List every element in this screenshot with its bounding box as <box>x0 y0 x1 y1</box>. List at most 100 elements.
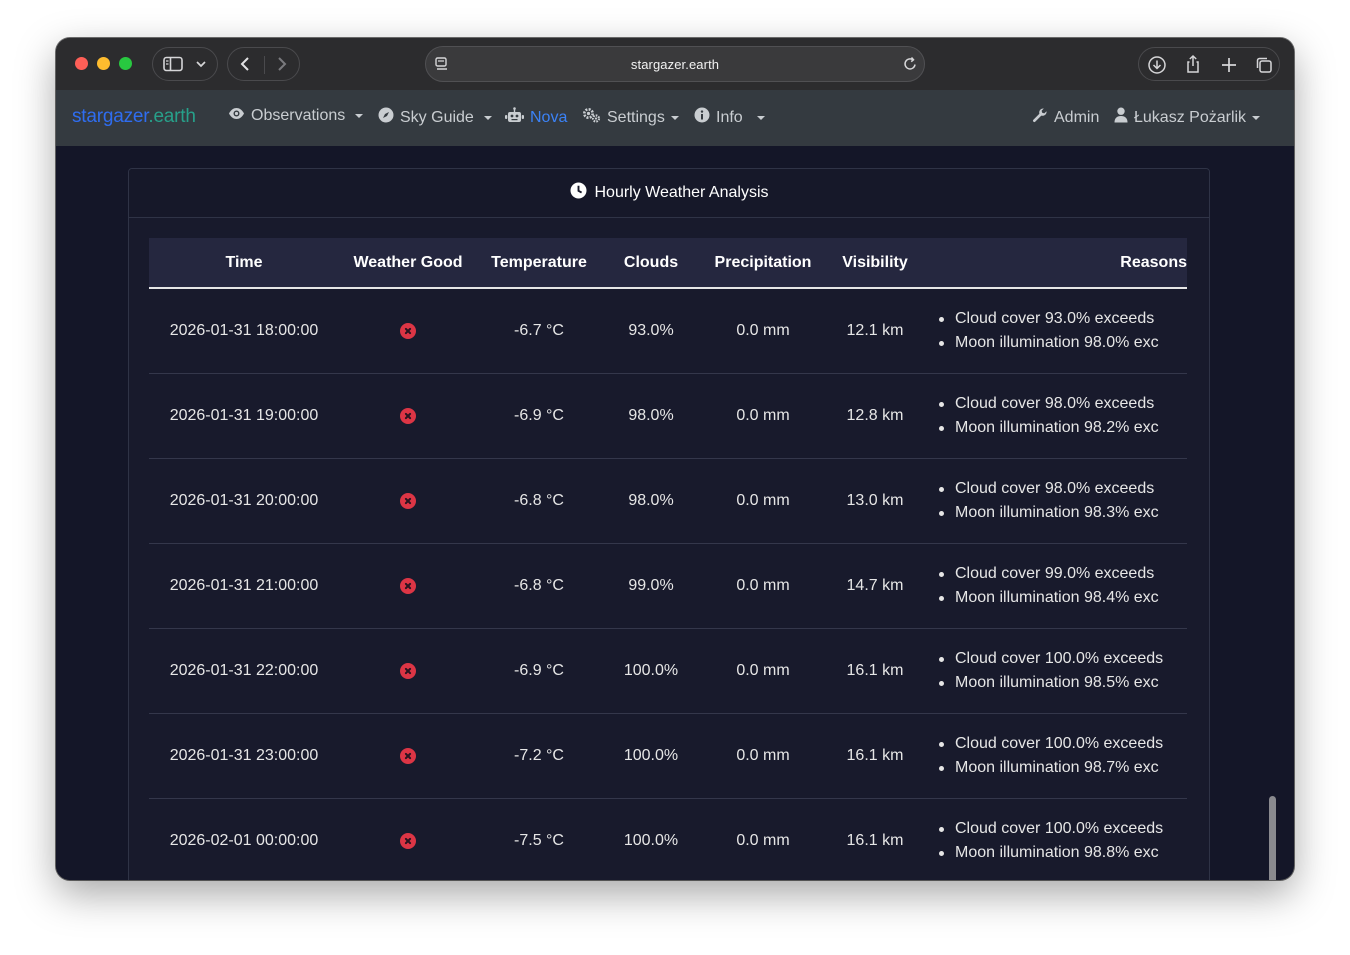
reason-item: Cloud cover 93.0% exceeds <box>939 307 1187 331</box>
reason-item: Moon illumination 98.3% exc <box>939 501 1187 525</box>
nav-info[interactable]: Info <box>694 107 765 128</box>
chevron-down-icon[interactable] <box>195 58 207 70</box>
cell-time: 2026-01-31 19:00:00 <box>149 373 339 459</box>
cell-precipitation: 0.0 mm <box>701 713 825 799</box>
times-circle-icon <box>400 407 416 424</box>
nav-sky-guide-label: Sky Guide <box>400 108 474 126</box>
nav-observations-label: Observations <box>251 107 346 124</box>
sidebar-toggle-group[interactable] <box>152 47 218 81</box>
page-settings-icon[interactable] <box>434 56 450 72</box>
nav-user-label: Łukasz Pożarlik <box>1134 108 1247 126</box>
cell-temperature: -6.7 °C <box>477 288 601 374</box>
history-nav-group <box>227 47 300 81</box>
cell-temperature: -6.8 °C <box>477 458 601 544</box>
cell-visibility: 16.1 km <box>825 798 925 880</box>
nav-observations[interactable]: Observations <box>228 107 364 125</box>
wrench-icon <box>1032 107 1048 128</box>
caret-down-icon <box>1252 115 1261 120</box>
forward-arrow-icon[interactable] <box>272 55 290 73</box>
nav-user-menu[interactable]: Łukasz Pożarlik <box>1114 107 1261 128</box>
col-visibility[interactable]: Visibility <box>825 238 925 289</box>
cell-precipitation: 0.0 mm <box>701 288 825 374</box>
hourly-weather-card: Hourly Weather Analysis Time Weather Goo… <box>128 168 1210 880</box>
cell-clouds: 98.0% <box>601 373 701 459</box>
cell-precipitation: 0.0 mm <box>701 458 825 544</box>
cell-visibility: 12.8 km <box>825 373 925 459</box>
eye-icon <box>228 107 245 125</box>
back-arrow-icon[interactable] <box>237 55 255 73</box>
nav-nova[interactable]: Nova <box>505 107 567 128</box>
cell-weather-good <box>339 628 477 714</box>
times-circle-icon <box>400 747 416 764</box>
reason-list: Cloud cover 98.0% exceeds Moon illuminat… <box>939 477 1187 525</box>
cell-clouds: 98.0% <box>601 458 701 544</box>
card-header: Hourly Weather Analysis <box>129 169 1209 218</box>
reason-item: Cloud cover 100.0% exceeds <box>939 732 1187 756</box>
tab-overview-icon[interactable] <box>1254 55 1274 75</box>
reason-item: Moon illumination 98.7% exc <box>939 756 1187 780</box>
cell-weather-good <box>339 713 477 799</box>
nav-settings-label: Settings <box>607 108 665 126</box>
weather-table-container[interactable]: Time Weather Good Temperature Clouds Pre… <box>149 238 1187 880</box>
reason-item: Moon illumination 98.8% exc <box>939 841 1187 865</box>
cell-time: 2026-01-31 23:00:00 <box>149 713 339 799</box>
cell-temperature: -6.8 °C <box>477 543 601 629</box>
brand-domain[interactable]: .earth <box>148 106 196 127</box>
cell-weather-good <box>339 458 477 544</box>
brand-name[interactable]: stargazer <box>72 106 149 127</box>
caret-down-icon <box>483 115 492 120</box>
divider <box>264 56 265 74</box>
nav-admin[interactable]: Admin <box>1032 107 1099 128</box>
col-weather-good[interactable]: Weather Good <box>339 238 477 289</box>
compass-icon <box>378 107 394 128</box>
reason-item: Moon illumination 98.5% exc <box>939 671 1187 695</box>
cell-visibility: 12.1 km <box>825 288 925 374</box>
reason-list: Cloud cover 98.0% exceeds Moon illuminat… <box>939 392 1187 440</box>
clock-icon <box>570 182 587 204</box>
col-clouds[interactable]: Clouds <box>601 238 701 289</box>
minimize-window-button[interactable] <box>97 57 110 70</box>
cell-weather-good <box>339 288 477 374</box>
download-icon[interactable] <box>1147 55 1167 75</box>
url-text[interactable]: stargazer.earth <box>630 57 720 72</box>
brand-logo[interactable]: stargazer.earth <box>72 106 196 128</box>
table-row: 2026-02-01 00:00:00 -7.5 °C 100.0% 0.0 m… <box>149 798 1187 880</box>
reason-list: Cloud cover 100.0% exceeds Moon illumina… <box>939 732 1187 780</box>
nav-settings[interactable]: Settings <box>582 107 679 128</box>
cell-temperature: -7.5 °C <box>477 798 601 880</box>
robot-icon <box>505 107 524 128</box>
col-temperature[interactable]: Temperature <box>477 238 601 289</box>
cell-weather-good <box>339 543 477 629</box>
reason-item: Cloud cover 100.0% exceeds <box>939 647 1187 671</box>
times-circle-icon <box>400 832 416 849</box>
cell-reasons: Cloud cover 98.0% exceeds Moon illuminat… <box>925 458 1187 544</box>
sidebar-icon[interactable] <box>163 56 183 72</box>
page-content: Hourly Weather Analysis Time Weather Goo… <box>56 146 1280 880</box>
close-window-button[interactable] <box>75 57 88 70</box>
share-icon[interactable] <box>1183 54 1203 74</box>
cell-visibility: 13.0 km <box>825 458 925 544</box>
col-precipitation[interactable]: Precipitation <box>701 238 825 289</box>
reason-list: Cloud cover 99.0% exceeds Moon illuminat… <box>939 562 1187 610</box>
table-header-row: Time Weather Good Temperature Clouds Pre… <box>149 238 1187 289</box>
cell-time: 2026-01-31 18:00:00 <box>149 288 339 374</box>
cell-precipitation: 0.0 mm <box>701 373 825 459</box>
page-scrollbar[interactable] <box>1269 796 1276 880</box>
col-reasons[interactable]: Reasons <box>925 238 1187 289</box>
cell-temperature: -7.2 °C <box>477 713 601 799</box>
table-row: 2026-01-31 22:00:00 -6.9 °C 100.0% 0.0 m… <box>149 628 1187 714</box>
nav-sky-guide[interactable]: Sky Guide <box>378 107 492 128</box>
zoom-window-button[interactable] <box>119 57 132 70</box>
address-bar[interactable]: stargazer.earth <box>425 46 925 82</box>
cell-reasons: Cloud cover 100.0% exceeds Moon illumina… <box>925 798 1187 880</box>
cell-weather-good <box>339 373 477 459</box>
cell-time: 2026-02-01 00:00:00 <box>149 798 339 880</box>
reload-icon[interactable] <box>902 56 918 72</box>
cell-clouds: 100.0% <box>601 798 701 880</box>
cell-reasons: Cloud cover 100.0% exceeds Moon illumina… <box>925 713 1187 799</box>
new-tab-icon[interactable] <box>1219 55 1239 75</box>
times-circle-icon <box>400 492 416 509</box>
cell-clouds: 100.0% <box>601 628 701 714</box>
col-time[interactable]: Time <box>149 238 339 289</box>
cell-temperature: -6.9 °C <box>477 373 601 459</box>
